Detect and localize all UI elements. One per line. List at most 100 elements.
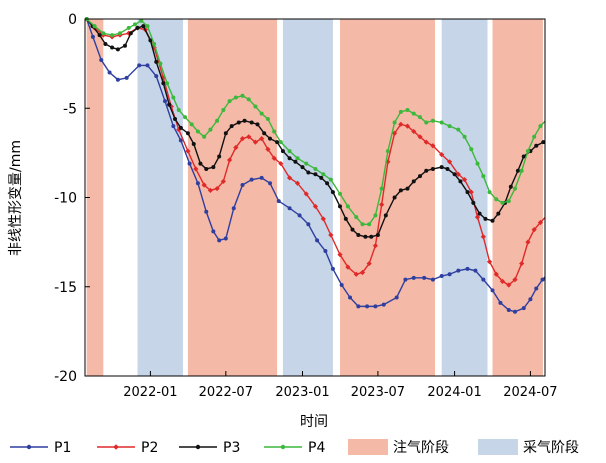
data-point-P1 [163, 99, 167, 104]
data-point-P2 [391, 130, 398, 136]
data-point-P3 [141, 24, 146, 29]
data-point-P1 [287, 206, 292, 211]
series-P3 [85, 17, 545, 239]
data-point-P1 [403, 277, 408, 282]
legend-item-P2: P2 [97, 440, 158, 456]
data-point-P3 [275, 140, 280, 145]
data-point-P3 [508, 184, 513, 189]
data-point-P3 [375, 232, 380, 237]
legend-label: P2 [141, 440, 158, 456]
data-point-P2 [220, 178, 226, 185]
data-point-P3 [242, 118, 247, 123]
production-phase-band [282, 19, 333, 376]
y-tick-label: -20 [54, 369, 77, 385]
data-point-P4 [373, 213, 378, 218]
legend-item-P1: P1 [10, 440, 71, 456]
data-point-P1 [171, 124, 176, 129]
data-point-P1 [422, 275, 427, 280]
data-point-P2 [201, 182, 207, 188]
data-point-P2 [366, 260, 372, 267]
series-P1 [85, 17, 545, 314]
data-point-P2 [207, 187, 214, 193]
data-point-P1 [231, 206, 236, 211]
data-point-P4 [500, 200, 505, 205]
series-layer [85, 17, 562, 314]
x-tick-label: 2023-01 [275, 385, 329, 400]
data-point-P4 [469, 147, 474, 152]
data-point-P3 [424, 168, 429, 173]
data-point-P3 [211, 165, 216, 170]
data-point-P2 [328, 232, 334, 238]
data-point-P4 [328, 177, 333, 182]
data-point-P3 [325, 181, 330, 186]
data-point-P1 [348, 295, 352, 300]
data-point-P4 [118, 31, 122, 36]
data-point-P1 [381, 302, 386, 307]
data-point-P1 [394, 295, 399, 300]
data-point-P4 [538, 124, 543, 129]
data-point-P3 [490, 218, 495, 223]
data-point-P2 [506, 282, 512, 288]
data-point-P4 [367, 222, 372, 227]
data-point-P3 [319, 175, 324, 180]
legend-label: 采气阶段 [523, 440, 579, 456]
data-point-P2 [214, 185, 220, 192]
data-point-P3 [148, 38, 153, 43]
data-point-P2 [271, 155, 277, 161]
data-point-P1 [268, 181, 272, 186]
data-point-P1 [490, 288, 495, 293]
data-point-P1 [339, 282, 344, 287]
data-point-P4 [139, 18, 144, 23]
data-point-P3 [115, 47, 120, 52]
legend: P1 P2 P3 P4 注气阶段 采气阶段 [10, 439, 579, 456]
data-point-P2 [176, 127, 182, 133]
data-point-P4 [558, 112, 562, 116]
data-point-P1 [447, 272, 452, 277]
data-point-P3 [268, 136, 272, 141]
data-point-P1 [223, 236, 228, 241]
data-point-P3 [383, 213, 388, 218]
data-point-P1 [276, 199, 281, 204]
data-point-P4 [392, 120, 397, 125]
data-point-P4 [295, 156, 300, 161]
legend-marker [280, 444, 286, 450]
data-point-P4 [110, 33, 115, 38]
data-point-P2 [439, 152, 445, 158]
legend-marker [26, 444, 32, 450]
data-point-P2 [551, 206, 556, 211]
x-axis-label: 时间 [300, 414, 328, 430]
data-point-P4 [202, 134, 207, 139]
data-point-P3 [262, 131, 267, 136]
data-point-P3 [496, 211, 501, 216]
data-point-P3 [369, 234, 374, 239]
data-point-P2 [312, 203, 319, 210]
data-point-P4 [272, 129, 277, 134]
data-point-P1 [430, 277, 435, 282]
data-point-P3 [363, 234, 368, 239]
data-point-P3 [204, 166, 209, 171]
data-point-P3 [110, 45, 115, 50]
legend-item-production: 采气阶段 [478, 439, 579, 456]
data-point-P4 [551, 112, 555, 116]
data-point-P4 [418, 115, 422, 120]
injection-phase-band [187, 19, 278, 376]
data-point-P1 [217, 238, 222, 243]
data-point-P4 [462, 134, 467, 139]
data-point-P2 [278, 160, 284, 167]
data-point-P1 [107, 70, 112, 75]
data-point-P2 [537, 219, 544, 226]
data-point-P1 [540, 277, 545, 282]
data-point-P4 [494, 197, 499, 202]
data-point-P3 [430, 166, 435, 171]
data-point-P1 [154, 74, 159, 79]
data-point-P3 [223, 131, 228, 136]
data-point-P3 [198, 161, 203, 166]
data-point-P3 [541, 140, 545, 145]
data-point-P1 [306, 222, 311, 227]
data-point-P1 [521, 306, 526, 311]
data-point-P1 [145, 63, 150, 68]
data-point-P4 [126, 25, 131, 30]
data-point-P2 [286, 175, 293, 181]
data-point-P3 [343, 216, 348, 221]
data-point-P3 [154, 59, 159, 64]
